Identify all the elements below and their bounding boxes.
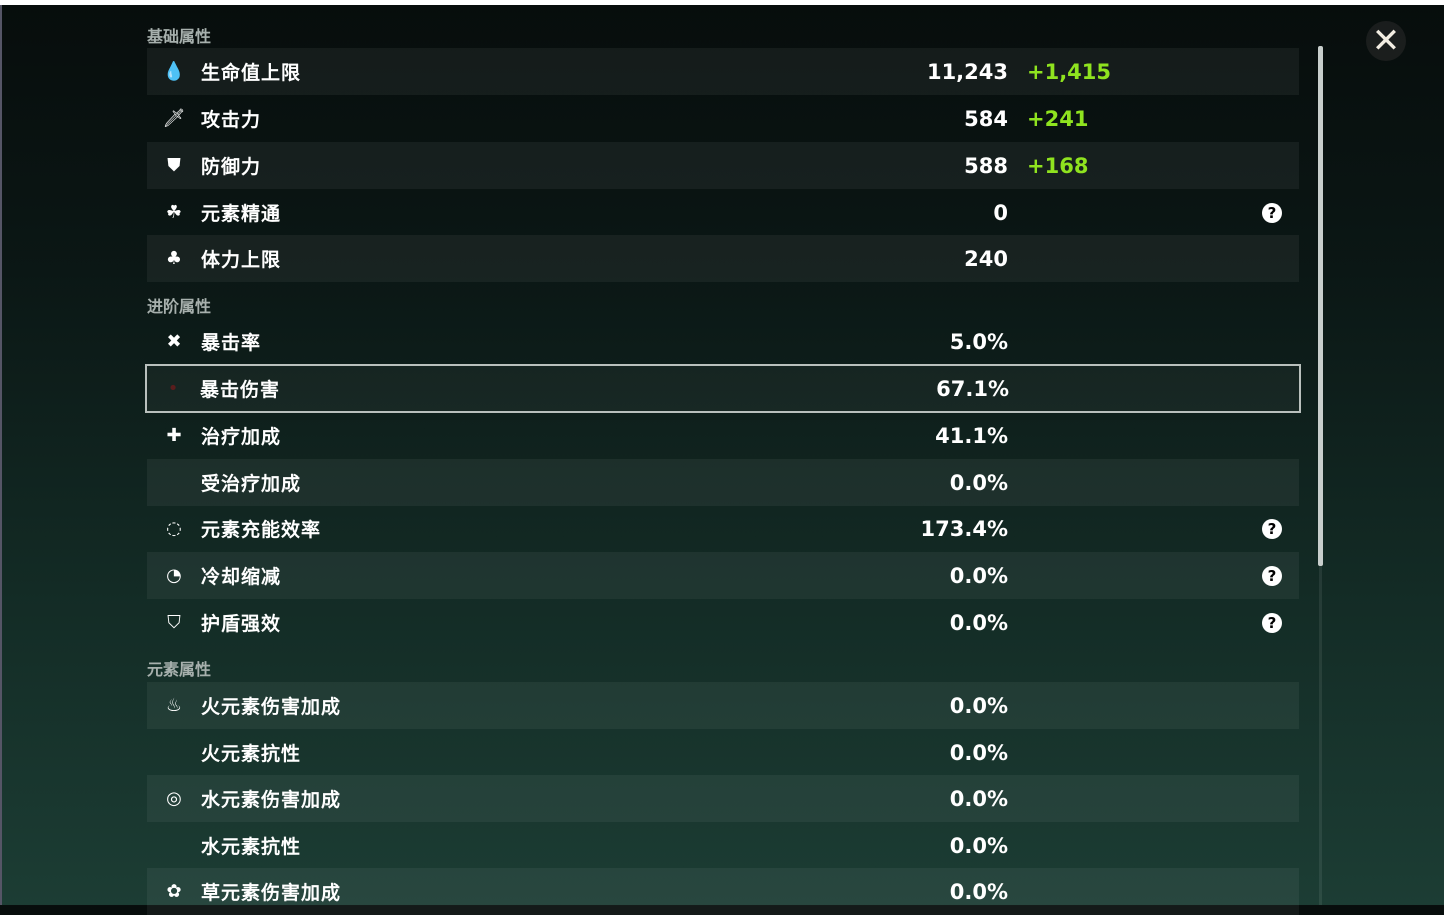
left-strip [0,5,2,905]
stat-label: 草元素伤害加成 [201,882,342,904]
stat-row[interactable]: ✿ 草元素伤害加成 0.0% [147,868,1299,915]
help-icon[interactable]: ? [1262,518,1282,539]
stat-label: 攻击力 [201,109,262,131]
stat-value: 0 [993,200,1008,225]
stat-value: 0.0% [949,740,1008,765]
stat-value: 588 [964,153,1008,178]
stat-label: 元素充能效率 [201,519,322,541]
shield-strength-icon: ⛉ [167,612,181,633]
section-advanced: 进阶属性 [147,297,212,316]
shield-icon: ⛊ [167,155,181,176]
stat-row[interactable]: 火元素抗性 0.0% [147,729,1299,776]
stat-row[interactable]: ☘ 元素精通 0? [147,189,1299,236]
stat-value: 0.0% [949,833,1008,858]
stat-label: 冷却缩减 [201,566,282,588]
stat-row[interactable]: 💧 生命值上限 11,243 +1,415 [147,48,1299,95]
stat-label: 火元素抗性 [201,743,302,765]
stat-label: 受治疗加成 [201,473,302,495]
stat-label: 治疗加成 [201,426,282,448]
stat-label: 体力上限 [201,249,282,271]
stat-label: 防御力 [201,156,262,178]
stat-row[interactable]: 水元素抗性 0.0% [147,822,1299,869]
stat-label: 生命值上限 [201,62,302,84]
stat-value: 0.0% [949,563,1008,588]
stat-value: 5.0% [949,329,1008,354]
stat-value: 584 [964,106,1008,131]
stat-row[interactable]: ♣ 体力上限 240 [147,235,1299,282]
stat-value: 0.0% [949,786,1008,811]
help-icon[interactable]: ? [1262,565,1282,586]
stat-bonus: +168 [1027,153,1089,178]
stat-label: 护盾强效 [201,613,282,635]
sword-icon: 🗡 [162,108,186,129]
pyro-icon: ♨ [165,695,183,716]
section-element: 元素属性 [147,660,212,679]
stat-value: 0.0% [949,610,1008,635]
elemental-mastery-icon: ☘ [165,202,183,223]
stat-value: 0.0% [949,470,1008,495]
stat-bonus: +1,415 [1027,59,1112,84]
stat-row[interactable]: ✚ 治疗加成 41.1% [147,412,1299,459]
stat-value: 11,243 [926,59,1008,84]
stat-value: 41.1% [935,423,1008,448]
stat-label: 火元素伤害加成 [201,696,342,718]
energy-recharge-icon: ◌ [166,518,182,539]
stat-value: 173.4% [920,516,1008,541]
stat-row[interactable]: ✖ 暴击率 5.0% [147,318,1299,365]
stat-value: 0.0% [949,693,1008,718]
stat-row[interactable]: ◌ 元素充能效率 173.4%? [147,505,1299,552]
close-icon: ✕ [1371,21,1401,61]
stat-label: 水元素抗性 [201,836,302,858]
stat-label: 元素精通 [201,203,282,225]
stat-row[interactable]: • 暴击伤害 67.1% [145,364,1301,413]
stat-bonus: +241 [1027,106,1089,131]
stat-row[interactable]: 受治疗加成 0.0% [147,459,1299,506]
stat-value: 240 [964,246,1008,271]
stat-value: 0.0% [949,879,1008,904]
crit-dmg-icon: • [167,378,179,399]
cooldown-icon: ◔ [166,565,182,586]
stat-row[interactable]: 🗡 攻击力 584 +241 [147,95,1299,142]
hp-drop-icon: 💧 [162,61,186,82]
stat-row[interactable]: ◎ 水元素伤害加成 0.0% [147,775,1299,822]
help-icon[interactable]: ? [1262,612,1282,633]
stat-row[interactable]: ♨ 火元素伤害加成 0.0% [147,682,1299,729]
stat-row[interactable]: ⛉ 护盾强效 0.0%? [147,599,1299,646]
stat-row[interactable]: ◔ 冷却缩减 0.0%? [147,552,1299,599]
top-strip [0,0,1444,5]
stat-value: 67.1% [936,376,1009,401]
help-icon[interactable]: ? [1262,202,1282,223]
scrollbar[interactable] [1318,46,1323,566]
stamina-icon: ♣ [165,248,183,269]
close-button[interactable]: ✕ [1366,21,1406,61]
stat-label: 水元素伤害加成 [201,789,342,811]
healing-cross-icon: ✚ [166,425,182,446]
stat-label: 暴击伤害 [200,379,281,401]
crit-rate-icon: ✖ [166,331,182,352]
hydro-icon: ◎ [166,788,182,809]
stat-row[interactable]: ⛊ 防御力 588 +168 [147,142,1299,189]
dendro-icon: ✿ [166,881,182,902]
stat-label: 暴击率 [201,332,262,354]
section-base: 基础属性 [147,27,212,46]
